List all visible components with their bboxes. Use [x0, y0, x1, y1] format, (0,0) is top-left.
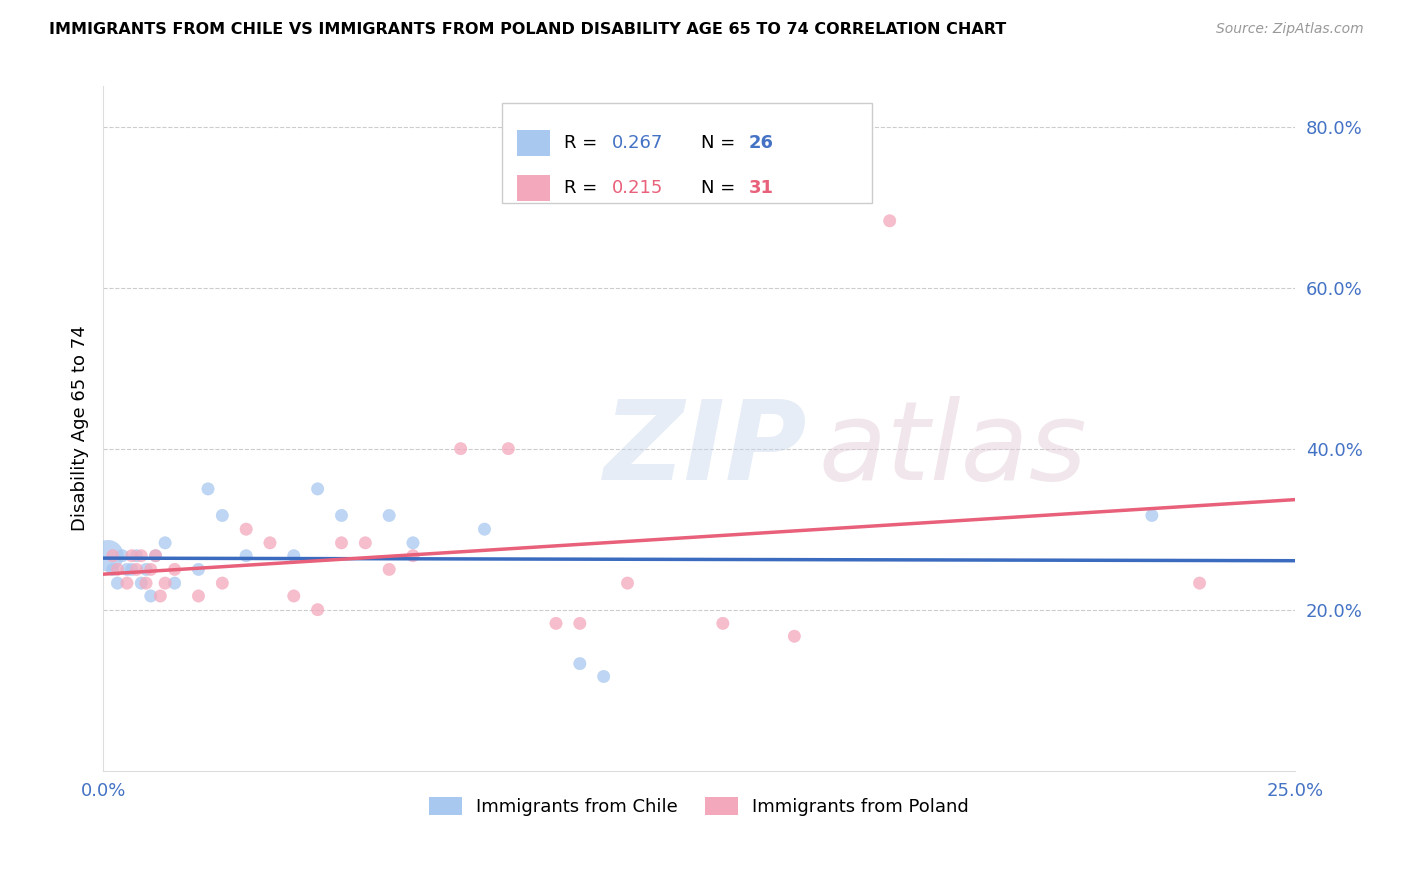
Point	[101, 562, 124, 576]
Point	[711, 616, 734, 631]
Point	[135, 562, 157, 576]
Point	[107, 562, 129, 576]
Point	[235, 522, 257, 536]
Point	[211, 508, 233, 523]
Point	[307, 482, 329, 496]
Point	[283, 549, 305, 563]
Point	[378, 562, 401, 576]
Point	[1188, 576, 1211, 591]
Legend: Immigrants from Chile, Immigrants from Poland: Immigrants from Chile, Immigrants from P…	[422, 789, 976, 823]
Point	[259, 536, 281, 550]
Point	[498, 442, 520, 456]
Point	[139, 589, 162, 603]
Point	[145, 549, 167, 563]
Y-axis label: Disability Age 65 to 74: Disability Age 65 to 74	[72, 326, 89, 532]
Text: 0.267: 0.267	[612, 134, 664, 153]
Point	[125, 549, 148, 563]
Point	[97, 549, 120, 563]
Text: R =: R =	[564, 134, 603, 153]
Point	[125, 562, 148, 576]
Point	[783, 629, 806, 643]
Point	[354, 536, 377, 550]
Point	[121, 549, 143, 563]
Text: N =: N =	[702, 134, 741, 153]
Point	[211, 576, 233, 591]
Point	[330, 536, 353, 550]
Point	[1140, 508, 1163, 523]
Point	[101, 549, 124, 563]
FancyBboxPatch shape	[502, 103, 872, 202]
Point	[135, 576, 157, 591]
Point	[402, 536, 425, 550]
Point	[450, 442, 472, 456]
Text: 26: 26	[749, 134, 775, 153]
Point	[115, 576, 138, 591]
Text: IMMIGRANTS FROM CHILE VS IMMIGRANTS FROM POLAND DISABILITY AGE 65 TO 74 CORRELAT: IMMIGRANTS FROM CHILE VS IMMIGRANTS FROM…	[49, 22, 1007, 37]
Point	[568, 616, 591, 631]
Text: N =: N =	[702, 178, 741, 197]
Point	[163, 562, 186, 576]
Point	[145, 549, 167, 563]
Text: 0.215: 0.215	[612, 178, 664, 197]
Point	[187, 562, 209, 576]
Point	[283, 589, 305, 603]
Point	[153, 536, 176, 550]
Point	[616, 576, 638, 591]
Point	[592, 669, 614, 683]
Point	[474, 522, 496, 536]
Point	[879, 214, 901, 228]
Point	[187, 589, 209, 603]
FancyBboxPatch shape	[516, 175, 550, 201]
Text: atlas: atlas	[818, 395, 1087, 502]
Point	[129, 549, 152, 563]
Point	[139, 562, 162, 576]
Point	[330, 508, 353, 523]
Point	[121, 562, 143, 576]
Text: ZIP: ZIP	[603, 395, 807, 502]
Text: R =: R =	[564, 178, 603, 197]
Point	[568, 657, 591, 671]
Point	[197, 482, 219, 496]
Point	[163, 576, 186, 591]
Point	[111, 549, 134, 563]
Point	[149, 589, 172, 603]
Point	[307, 602, 329, 616]
Point	[107, 576, 129, 591]
Point	[235, 549, 257, 563]
Point	[544, 616, 567, 631]
Point	[115, 562, 138, 576]
Point	[402, 549, 425, 563]
Text: Source: ZipAtlas.com: Source: ZipAtlas.com	[1216, 22, 1364, 37]
Text: 31: 31	[749, 178, 775, 197]
Point	[378, 508, 401, 523]
FancyBboxPatch shape	[516, 130, 550, 156]
Point	[153, 576, 176, 591]
Point	[129, 576, 152, 591]
